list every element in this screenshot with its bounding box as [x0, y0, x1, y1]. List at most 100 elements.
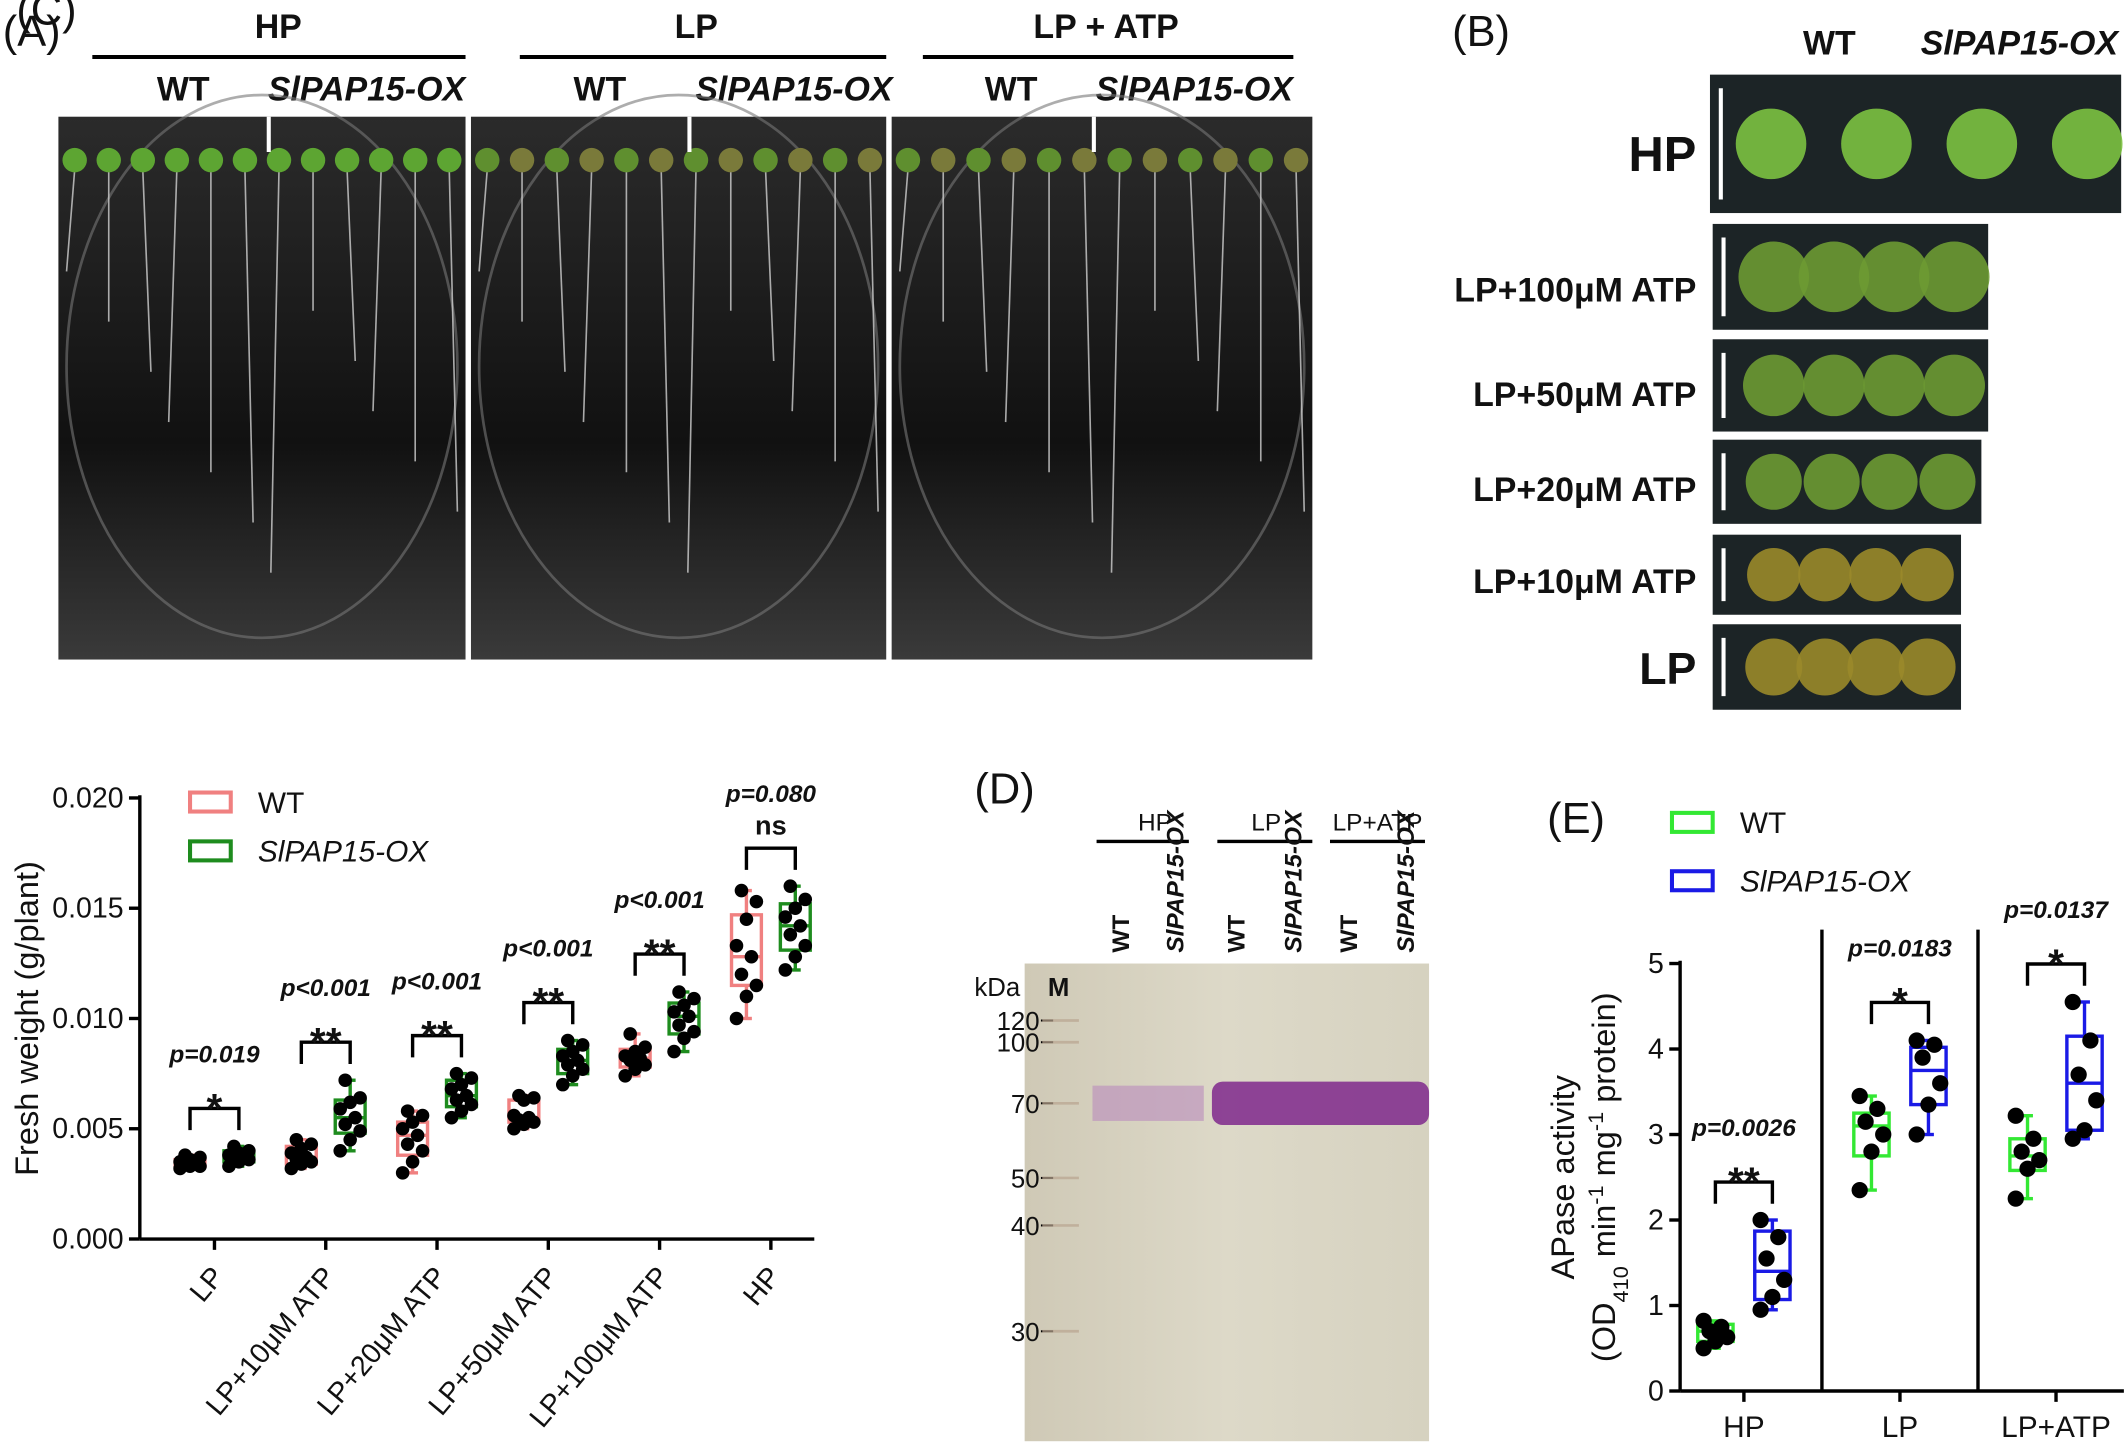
data-point — [1914, 1049, 1931, 1066]
seedling — [1918, 241, 1990, 313]
data-point — [522, 1110, 536, 1125]
root — [65, 169, 76, 272]
significance-mark: * — [2048, 941, 2064, 987]
data-point — [2031, 1152, 2048, 1169]
y-tick-label: 2 — [1648, 1205, 1664, 1237]
seedling — [614, 147, 639, 173]
seedling — [1803, 354, 1865, 417]
data-point — [459, 1088, 474, 1103]
y-axis-label-part: min — [1586, 1205, 1622, 1267]
data-point — [1752, 1211, 1769, 1229]
data-point — [227, 1139, 241, 1154]
gel-photo — [1024, 963, 1430, 1442]
data-point — [1752, 1301, 1769, 1318]
significance-mark: ** — [310, 1019, 342, 1065]
seedling — [1923, 354, 1986, 417]
data-point — [667, 1005, 681, 1019]
seedling — [1900, 548, 1954, 602]
data-point — [734, 883, 749, 898]
data-point — [242, 1144, 256, 1158]
root — [791, 169, 802, 412]
data-point — [677, 998, 691, 1013]
lane-label: SlPAP15-OX — [695, 70, 895, 108]
seedling — [931, 147, 956, 173]
seedling — [648, 147, 674, 173]
data-point — [1695, 1312, 1712, 1330]
seedling — [266, 147, 292, 173]
seedling — [1841, 108, 1912, 180]
marker-size: 30 — [1011, 1319, 1040, 1347]
panel-label: (E) — [1547, 795, 1605, 843]
data-point — [2064, 993, 2081, 1011]
panel-label: (C) — [16, 0, 76, 34]
data-point — [2013, 1143, 2030, 1160]
data-point — [512, 1088, 526, 1103]
data-point — [667, 1044, 681, 1059]
y-tick-label: 5 — [1648, 948, 1664, 980]
row-label: LP+100μM ATP — [1454, 271, 1696, 309]
x-tick-label: HP — [737, 1261, 787, 1312]
data-point — [507, 1108, 521, 1123]
root — [898, 169, 909, 272]
data-point — [410, 1128, 425, 1143]
legend-label: SlPAP15-OX — [258, 836, 429, 869]
root — [167, 169, 178, 423]
lane-label: WT — [1336, 915, 1363, 953]
root — [244, 169, 254, 523]
data-point — [193, 1150, 207, 1165]
legend-swatch — [1669, 810, 1715, 834]
panel-label: (D) — [974, 765, 1034, 813]
seedling — [1798, 241, 1870, 313]
seedling — [62, 147, 87, 173]
seedling — [1001, 147, 1027, 173]
data-point — [749, 978, 764, 993]
data-point — [1857, 1113, 1874, 1130]
data-point — [527, 1091, 541, 1105]
data-point — [1908, 1126, 1925, 1143]
root — [346, 169, 357, 362]
data-point — [687, 991, 701, 1006]
x-tick-label: LP — [184, 1261, 231, 1308]
seedling — [164, 147, 190, 173]
y-tick-label: 0 — [1648, 1376, 1664, 1408]
y-axis-label-part: mg — [1586, 1131, 1622, 1185]
significance-mark: ** — [421, 1012, 453, 1058]
data-point — [798, 892, 813, 907]
y-axis-label-part: protein) — [1586, 992, 1622, 1111]
y-tick-label: 0.010 — [52, 1003, 123, 1035]
data-point — [1863, 1143, 1880, 1160]
seedling — [1946, 108, 2018, 180]
data-point — [415, 1108, 430, 1123]
significance-bracket — [522, 1000, 575, 1025]
lane-label: SlPAP15-OX — [1162, 809, 1189, 953]
data-point — [1758, 1250, 1775, 1267]
legend-swatch — [1669, 869, 1715, 893]
p-value: p=0.080 — [725, 781, 817, 808]
data-point — [289, 1132, 304, 1147]
root — [1295, 169, 1306, 512]
row-label: LP+10μM ATP — [1473, 563, 1696, 601]
seedling — [1849, 548, 1903, 602]
marker-size: 50 — [1011, 1165, 1040, 1193]
data-point — [2064, 1130, 2081, 1147]
seedling — [1745, 453, 1802, 510]
data-point — [672, 985, 686, 999]
seedling — [1036, 147, 1062, 173]
lane-label: WT — [157, 70, 210, 108]
legend-swatch — [188, 839, 233, 863]
data-point — [353, 1091, 367, 1105]
group-title: LP+ATP — [1333, 810, 1423, 837]
seedling — [232, 147, 258, 173]
y-tick-label: 0.020 — [52, 782, 123, 814]
y-tick-label: 1 — [1648, 1290, 1664, 1322]
legend-label: WT — [1740, 807, 1786, 840]
seedling — [1248, 147, 1273, 173]
data-point — [783, 927, 798, 942]
plate-photo — [58, 116, 466, 660]
seedling — [509, 147, 535, 173]
y-tick-label: 4 — [1648, 1034, 1664, 1066]
data-point — [2007, 1190, 2024, 1207]
data-point — [343, 1132, 357, 1147]
significance-bracket — [633, 952, 686, 976]
y-axis-label: APase activity — [1545, 1074, 1581, 1279]
